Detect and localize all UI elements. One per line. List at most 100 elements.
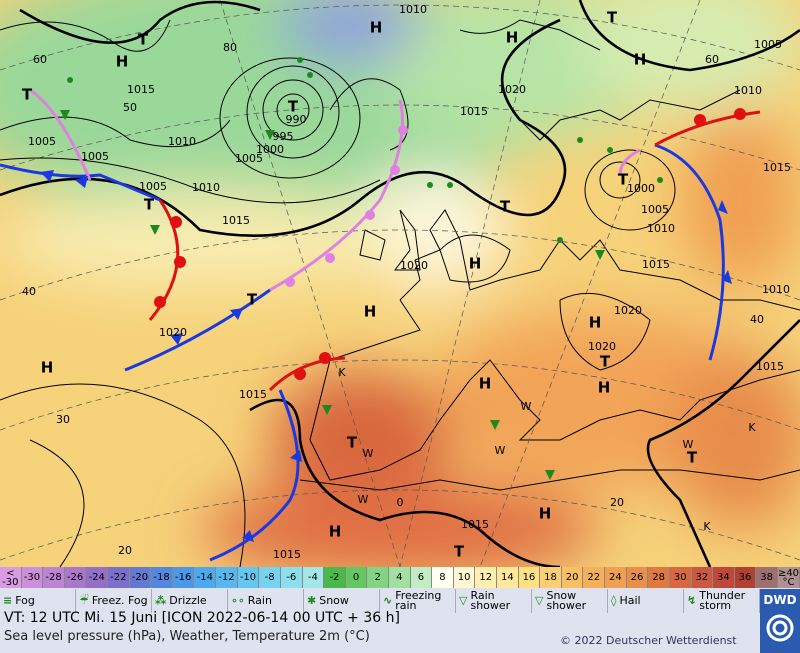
map-shape <box>40 170 732 542</box>
scale-cell: -4 <box>302 567 325 588</box>
legend-label: Hail <box>619 594 641 607</box>
valid-time: VT: 12 UTC Mi. 15 Juni [ICON 2022-06-14 … <box>4 610 400 626</box>
map-label: 80 <box>223 41 237 54</box>
map-shape <box>297 57 303 63</box>
scale-cell: 38 <box>756 567 778 588</box>
map-shape <box>0 383 246 567</box>
map-shape <box>170 216 182 228</box>
map-shape <box>559 292 651 371</box>
map-shape <box>150 225 160 235</box>
map-label: T <box>288 98 299 116</box>
legend-icon: ◊ <box>611 594 617 607</box>
scale-cell: -22 <box>108 567 130 588</box>
map-shape <box>427 182 433 188</box>
legend-label: Freez. Fog <box>91 594 148 607</box>
scale-cell: -30 <box>21 567 44 588</box>
map-label: 995 <box>273 130 294 143</box>
legend-label: Rain <box>247 594 272 607</box>
map-label: W <box>521 400 532 413</box>
map-shape <box>0 0 800 567</box>
map-label: 40 <box>22 285 36 298</box>
map-label: 1020 <box>614 304 642 317</box>
map-label: H <box>364 303 377 321</box>
map-shape <box>174 256 186 268</box>
map-shape <box>265 130 275 140</box>
legend-item: ∿ Freezing rain <box>380 589 456 613</box>
scale-cell: 30 <box>669 567 692 588</box>
scale-cell: 20 <box>561 567 584 588</box>
temperature-scale: < -30 -30 -28 -26 -24 -22 -20 -18 -16 -14 -12 -10 -8… <box>0 567 800 588</box>
map-shape <box>249 398 561 567</box>
map-shape <box>718 200 728 214</box>
scale-cell: -18 <box>151 567 173 588</box>
map-shape <box>0 57 676 567</box>
logo-text: DWD <box>763 593 797 607</box>
legend-item: ✱ Snow <box>304 589 380 613</box>
scale-cell: 22 <box>583 567 606 588</box>
map-label: 1010 <box>647 222 675 235</box>
scale-cell: -6 <box>280 567 303 588</box>
legend-icon: ✱ <box>307 594 317 607</box>
map-shape <box>399 0 541 567</box>
map-shape <box>329 78 409 151</box>
map-label: 1005 <box>235 152 263 165</box>
map-shape <box>766 614 794 642</box>
map-label: H <box>598 379 611 397</box>
legend-item: ▽ Rain shower <box>456 589 532 613</box>
map-label: 1005 <box>754 38 782 51</box>
copyright: © 2022 Deutscher Wetterdienst <box>560 634 737 647</box>
map-label: 1010 <box>192 181 220 194</box>
map-shape <box>285 277 295 287</box>
map-label: T <box>607 9 618 27</box>
map-shape <box>694 114 706 126</box>
map-label: 20 <box>118 544 132 557</box>
map-label: T <box>22 86 33 104</box>
map-label: T <box>687 449 698 467</box>
legend-label: Snow <box>319 594 349 607</box>
map-shape <box>390 165 400 175</box>
legend-label: Drizzle <box>169 594 207 607</box>
legend-icon: ↯ <box>687 594 697 607</box>
legend-icon: ☔ <box>79 594 89 607</box>
legend-icon: ≡ <box>3 594 13 607</box>
map-shape <box>60 110 70 120</box>
map-label: 1015 <box>642 258 670 271</box>
map-shape <box>447 182 453 188</box>
map-label: H <box>116 53 129 71</box>
map-shape <box>290 450 302 462</box>
legend-item: ⁂ Drizzle <box>152 589 228 613</box>
scale-cell: -14 <box>194 567 217 588</box>
map-shape <box>439 234 511 283</box>
map-shape <box>0 18 567 238</box>
map-shape <box>359 229 386 261</box>
map-label: 50 <box>123 101 137 114</box>
map-label: 1015 <box>756 360 784 373</box>
map-label: 990 <box>286 113 307 126</box>
map-shape <box>519 89 741 141</box>
scale-cell: 34 <box>713 567 735 588</box>
map-shape <box>646 319 800 567</box>
map-label: 1005 <box>28 135 56 148</box>
map-label: H <box>506 29 519 47</box>
map-shape <box>722 270 732 284</box>
map-label: W <box>358 493 369 506</box>
map-shape <box>399 209 800 311</box>
map-shape <box>242 530 254 542</box>
scale-cell: 28 <box>648 567 670 588</box>
map-shape <box>557 237 563 243</box>
logo-icon <box>766 614 794 642</box>
map-shape <box>40 170 54 182</box>
map-label: W <box>363 447 374 460</box>
map-label: 1000 <box>627 182 655 195</box>
map-shape <box>219 0 401 567</box>
map-shape <box>325 253 335 263</box>
map-label: 1010 <box>399 3 427 16</box>
map-label: K <box>703 520 711 533</box>
scale-cell: 16 <box>518 567 541 588</box>
map-label: K <box>338 366 346 379</box>
map-shape <box>0 157 381 204</box>
map-shape <box>0 0 800 567</box>
map-label: 1020 <box>400 259 428 272</box>
